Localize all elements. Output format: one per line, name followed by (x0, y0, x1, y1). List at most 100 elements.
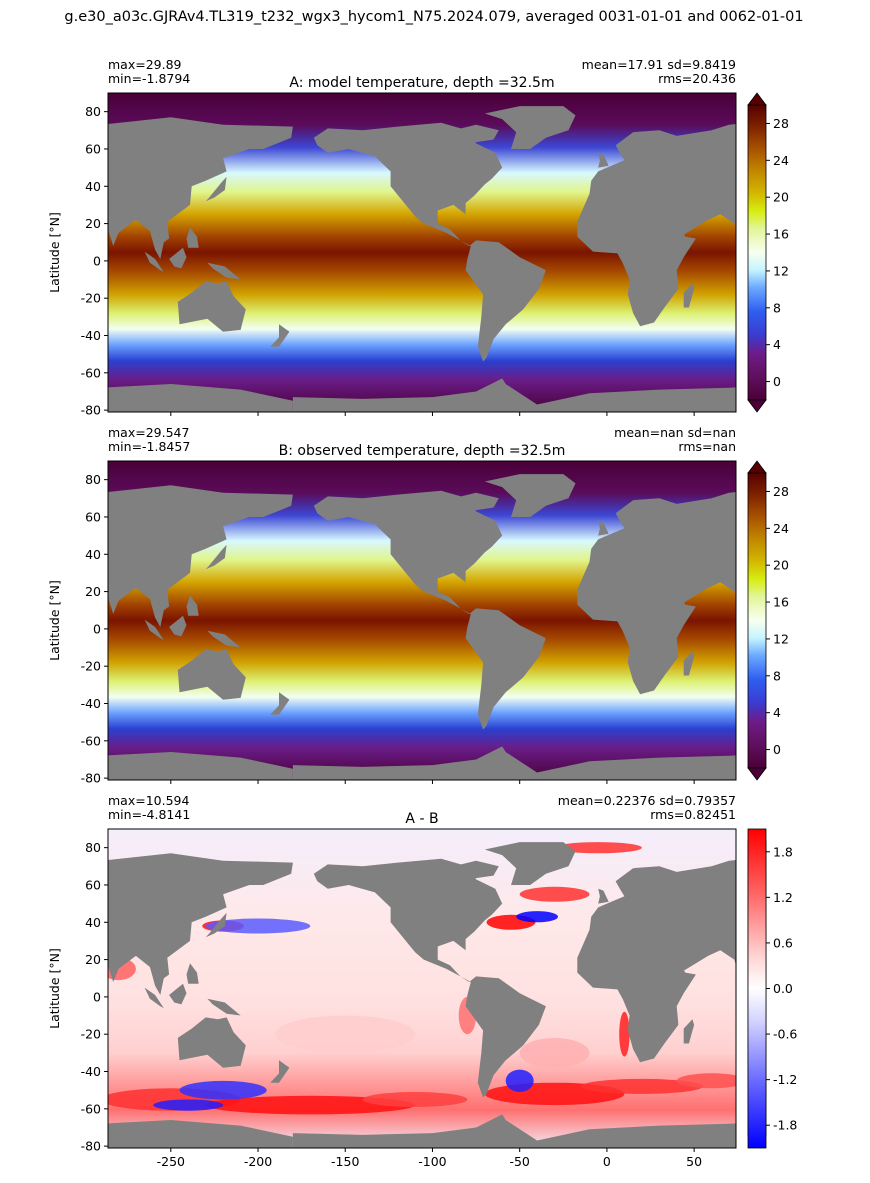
colorbar-tick-label: 16 (773, 595, 789, 610)
colorbar-extend-min (747, 767, 767, 781)
land-baffin (453, 492, 499, 512)
land-japan (834, 545, 855, 569)
colorbar-tick-label: 16 (773, 227, 789, 242)
y-tick-label: 80 (85, 472, 101, 487)
colorbar: 0 4 8 12 16 20 24 28 (747, 460, 789, 781)
land-britain (598, 520, 609, 536)
land-sumatra (144, 987, 164, 1009)
difference-feature-7 (153, 1099, 224, 1111)
difference-feature-19 (275, 1015, 416, 1053)
x-tick-label: -100 (418, 1154, 446, 1169)
difference-feature-16 (554, 842, 642, 854)
land-americas (313, 858, 546, 1098)
difference-feature-14 (619, 1011, 630, 1057)
colorbar-body (747, 472, 767, 769)
land-newguinea (207, 262, 241, 280)
y-tick-label: -60 (81, 733, 101, 748)
colorbar-tick-label: 8 (773, 668, 781, 683)
panel-title: B: observed temperature, depth =32.5m (279, 443, 566, 459)
land-philippines (815, 227, 827, 248)
x-tick-label: -200 (244, 1154, 272, 1169)
colorbar-tick-label: 1.8 (773, 844, 793, 859)
stats-mean-sd: mean=0.22376 sd=0.79357 (558, 793, 736, 808)
land-newzealand (270, 692, 290, 715)
stats-max: max=29.547 (108, 425, 189, 440)
stats-min: min=-1.8457 (108, 439, 190, 454)
stats-mean-sd: mean=17.91 sd=9.8419 (582, 57, 736, 72)
panel-title: A - B (405, 811, 438, 827)
y-tick-label: 40 (85, 915, 101, 930)
colorbar-tick-label: 20 (773, 190, 789, 205)
y-tick-label: -40 (81, 328, 101, 343)
land-japan (205, 912, 227, 938)
y-tick-label: 0 (93, 989, 101, 1004)
axes-frame (107, 92, 737, 413)
y-tick-label: -80 (81, 403, 101, 418)
colorbar-tick-label: 4 (773, 337, 781, 352)
difference-feature-8 (505, 1069, 534, 1093)
land-japan (205, 544, 227, 570)
difference-feature-6 (179, 1080, 267, 1100)
land-britain (598, 152, 609, 168)
y-axis-label: Latitude [°N] (47, 580, 62, 661)
land-japan (834, 177, 855, 201)
y-tick-label: 40 (85, 179, 101, 194)
y-tick-label: 20 (85, 584, 101, 599)
land-antarctica (108, 752, 293, 780)
land-newguinea (835, 999, 868, 1016)
axes-frame (107, 828, 737, 1149)
colorbar-tick-label: -1.8 (773, 1118, 797, 1133)
land-australia (177, 1017, 246, 1068)
map-field (108, 461, 870, 780)
y-tick-label: -20 (81, 291, 101, 306)
land-japan (834, 913, 855, 937)
land-australia (806, 649, 870, 699)
y-tick-label: -20 (81, 1027, 101, 1042)
stats-max: max=29.89 (108, 57, 182, 72)
land-sumatra (144, 619, 164, 641)
figure-title: g.e30_a03c.GJRAv4.TL319_t232_wgx3_hycom1… (64, 9, 803, 25)
land-philippines (186, 963, 199, 984)
colorbar-tick-label: 12 (773, 631, 789, 646)
panel-title: A: model temperature, depth =32.5m (289, 75, 554, 91)
colorbar-tick-label: 24 (773, 153, 789, 168)
land-britain (598, 888, 609, 904)
y-tick-label: 60 (85, 509, 101, 524)
land-philippines (815, 963, 827, 984)
x-tick-label: -50 (509, 1154, 529, 1169)
colorbar-tick-label: 0.6 (773, 935, 793, 950)
x-tick-label: 50 (686, 1154, 702, 1169)
difference-feature-1 (205, 1095, 416, 1115)
land-antarctica (292, 1114, 736, 1148)
colorbar-tick-label: 4 (773, 705, 781, 720)
colorbar-tick-label: 0.0 (773, 981, 793, 996)
difference-feature-11 (516, 911, 558, 923)
land-afroeurasia (108, 485, 293, 627)
land-newguinea (835, 631, 868, 648)
land-madagascar (683, 283, 695, 308)
land-australia (177, 649, 246, 700)
y-tick-label: -60 (81, 365, 101, 380)
y-tick-label: -80 (81, 771, 101, 786)
colorbar-tick-label: 28 (773, 116, 789, 131)
colorbar-tick-label: 12 (773, 263, 789, 278)
land-americas (313, 490, 546, 730)
axes-frame (107, 460, 737, 781)
y-tick-label: 80 (85, 840, 101, 855)
stats-mean-sd: mean=nan sd=nan (614, 425, 736, 440)
map-field (108, 829, 868, 1148)
stats-rms: rms=0.82451 (650, 807, 736, 822)
y-tick-label: -80 (81, 1139, 101, 1154)
land-borneo (169, 247, 187, 269)
land-newguinea (207, 998, 241, 1016)
land-philippines (186, 595, 199, 616)
y-tick-label: 60 (85, 141, 101, 156)
colorbar-tick-label: 24 (773, 521, 789, 536)
land-sumatra (144, 251, 164, 273)
y-tick-label: 0 (93, 621, 101, 636)
stats-rms: rms=nan (678, 439, 736, 454)
land-baffin (453, 860, 499, 880)
